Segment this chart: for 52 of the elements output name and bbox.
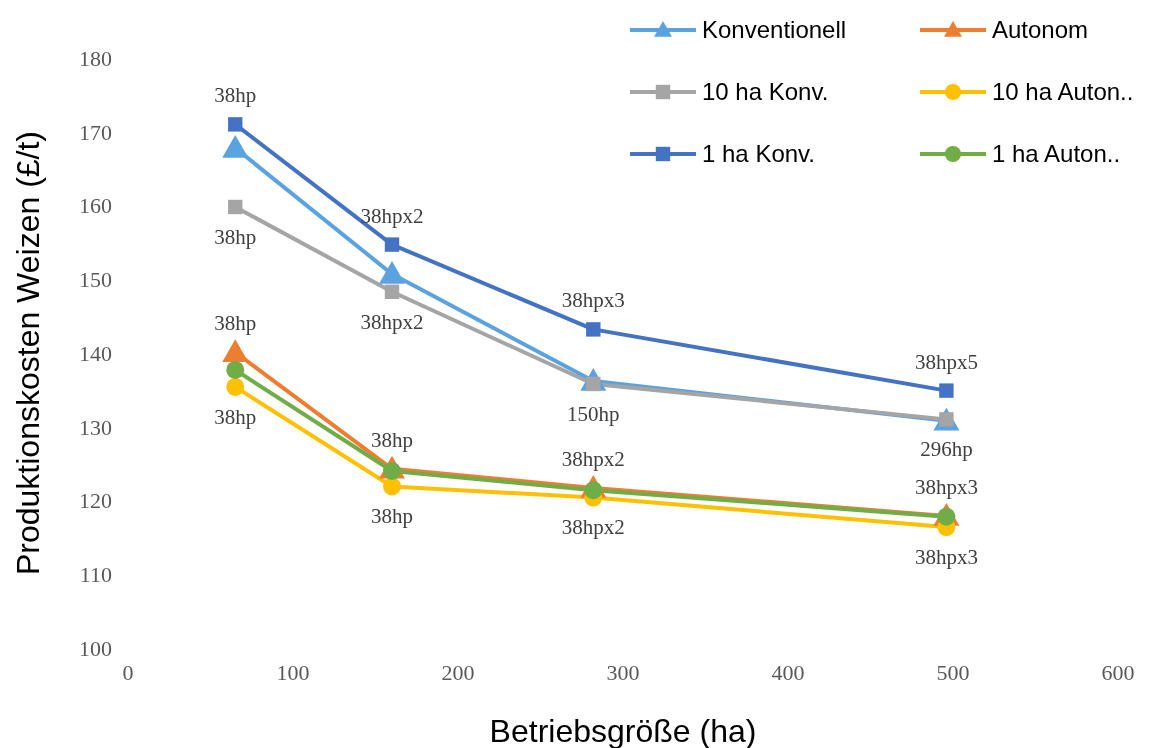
- y-tick-label: 150: [79, 267, 112, 293]
- y-tick-label: 100: [79, 635, 112, 661]
- y-tick-label: 120: [79, 488, 112, 514]
- y-tick-label: 130: [79, 414, 112, 440]
- point: [226, 377, 245, 396]
- annotation: 38hp: [214, 404, 257, 429]
- annotation: 38hpx2: [561, 515, 625, 540]
- point: [384, 284, 400, 299]
- y-tick-label: 170: [79, 119, 112, 145]
- legend-label: 1 ha Auton..: [992, 140, 1121, 168]
- annotation: 38hp: [214, 83, 257, 108]
- legend-label: Konventionell: [702, 16, 847, 44]
- point: [226, 360, 245, 379]
- y-tick-label: 110: [79, 562, 112, 588]
- annotation: 38hp: [371, 427, 413, 452]
- point: [222, 339, 249, 363]
- point: [939, 383, 954, 398]
- point: [228, 199, 243, 215]
- legend-label: 10 ha Auton..: [992, 78, 1134, 106]
- annotation: 38hpx3: [561, 288, 625, 313]
- y-tick-label: 160: [79, 193, 112, 219]
- x-tick-label: 300: [606, 659, 640, 685]
- legend-label: Autonom: [992, 16, 1089, 44]
- annotation: 38hpx2: [561, 446, 625, 471]
- x-tick-label: 500: [936, 659, 970, 685]
- x-tick-label: 0: [122, 659, 134, 685]
- point: [384, 237, 400, 252]
- point: [383, 477, 401, 496]
- legend-label: 1 ha Konv.: [702, 140, 815, 168]
- annotation: 150hp: [567, 401, 620, 426]
- annotation: 38hp: [371, 504, 413, 529]
- annotation: 38hpx3: [914, 544, 978, 569]
- annotation: 296hp: [920, 437, 973, 462]
- point: [222, 134, 249, 158]
- x-tick-label: 400: [771, 659, 805, 685]
- point: [379, 261, 405, 284]
- x-axis-title: Betriebsgröße (ha): [489, 713, 757, 748]
- point: [228, 117, 243, 132]
- annotation: 38hpx5: [914, 349, 978, 374]
- annotation: 38hpx3: [914, 474, 978, 499]
- x-tick-label: 600: [1101, 659, 1135, 685]
- y-axis-title: Produktionskosten Weizen (£/t): [10, 130, 47, 576]
- point: [586, 322, 601, 337]
- x-tick-label: 200: [441, 659, 475, 685]
- x-tick-label: 100: [276, 659, 310, 685]
- annotation: 38hpx2: [360, 309, 424, 334]
- y-tick-label: 180: [79, 45, 112, 71]
- annotation: 38hp: [214, 224, 257, 249]
- y-tick-label: 140: [79, 340, 112, 366]
- annotation: 38hpx2: [360, 203, 424, 228]
- legend-label: 10 ha Konv.: [702, 78, 829, 106]
- annotation: 38hp: [214, 311, 257, 336]
